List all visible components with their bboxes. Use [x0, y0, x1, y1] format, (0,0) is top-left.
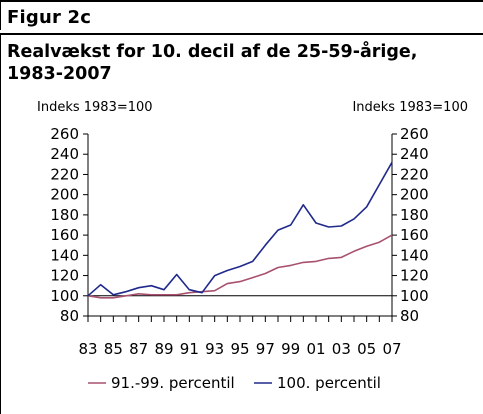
left-unit-label: Indeks 1983=100	[37, 100, 153, 115]
right-y-tick-label: 140	[400, 246, 429, 264]
x-tick-label: 87	[129, 340, 148, 358]
legend-label-1: 91.-99. percentil	[111, 374, 235, 392]
legend-label-2: 100. percentil	[277, 374, 381, 392]
right-y-tick-label: 180	[400, 206, 429, 224]
right-y-tick-label: 100	[400, 287, 429, 305]
right-y-tick-label: 240	[400, 145, 429, 163]
right-y-tick-label: 220	[400, 165, 429, 183]
x-tick-label: 99	[281, 340, 300, 358]
right-y-tick-label: 120	[400, 267, 429, 285]
series-line-1	[87, 234, 393, 299]
title-block: Realvækst for 10. decil af de 25-59-årig…	[0, 33, 483, 87]
figure-label-bar: Figur 2c	[0, 0, 483, 30]
right-unit-label: Indeks 1983=100	[352, 100, 468, 115]
right-y-tick-label: 200	[400, 186, 429, 204]
left-y-tick-label: 240	[50, 145, 79, 163]
x-tick-label: 03	[332, 340, 351, 358]
right-y-tick-label: 260	[400, 125, 429, 143]
right-y-tick-label: 80	[400, 307, 419, 325]
left-y-tick-label: 80	[60, 307, 79, 325]
left-y-tick-label: 120	[50, 267, 79, 285]
x-tick-label: 01	[306, 340, 325, 358]
x-tick-label: 97	[256, 340, 275, 358]
x-tick-label: 93	[205, 340, 224, 358]
figure-label: Figur 2c	[7, 7, 92, 28]
x-tick-label: 95	[230, 340, 249, 358]
x-tick-label: 07	[382, 340, 401, 358]
chart-title: Realvækst for 10. decil af de 25-59-årig…	[7, 42, 418, 84]
x-tick-label: 85	[104, 340, 123, 358]
right-y-tick-label: 160	[400, 226, 429, 244]
left-y-tick-label: 260	[50, 125, 79, 143]
series-line-2	[87, 161, 393, 297]
x-tick-label: 91	[180, 340, 199, 358]
x-tick-label: 89	[154, 340, 173, 358]
left-y-tick-label: 100	[50, 287, 79, 305]
left-frame-rule	[0, 87, 1, 414]
left-y-tick-label: 220	[50, 165, 79, 183]
left-y-tick-label: 180	[50, 206, 79, 224]
left-y-tick-label: 140	[50, 246, 79, 264]
x-tick-label: 05	[357, 340, 376, 358]
left-y-tick-label: 160	[50, 226, 79, 244]
x-tick-label: 83	[78, 340, 97, 358]
left-y-tick-label: 200	[50, 186, 79, 204]
